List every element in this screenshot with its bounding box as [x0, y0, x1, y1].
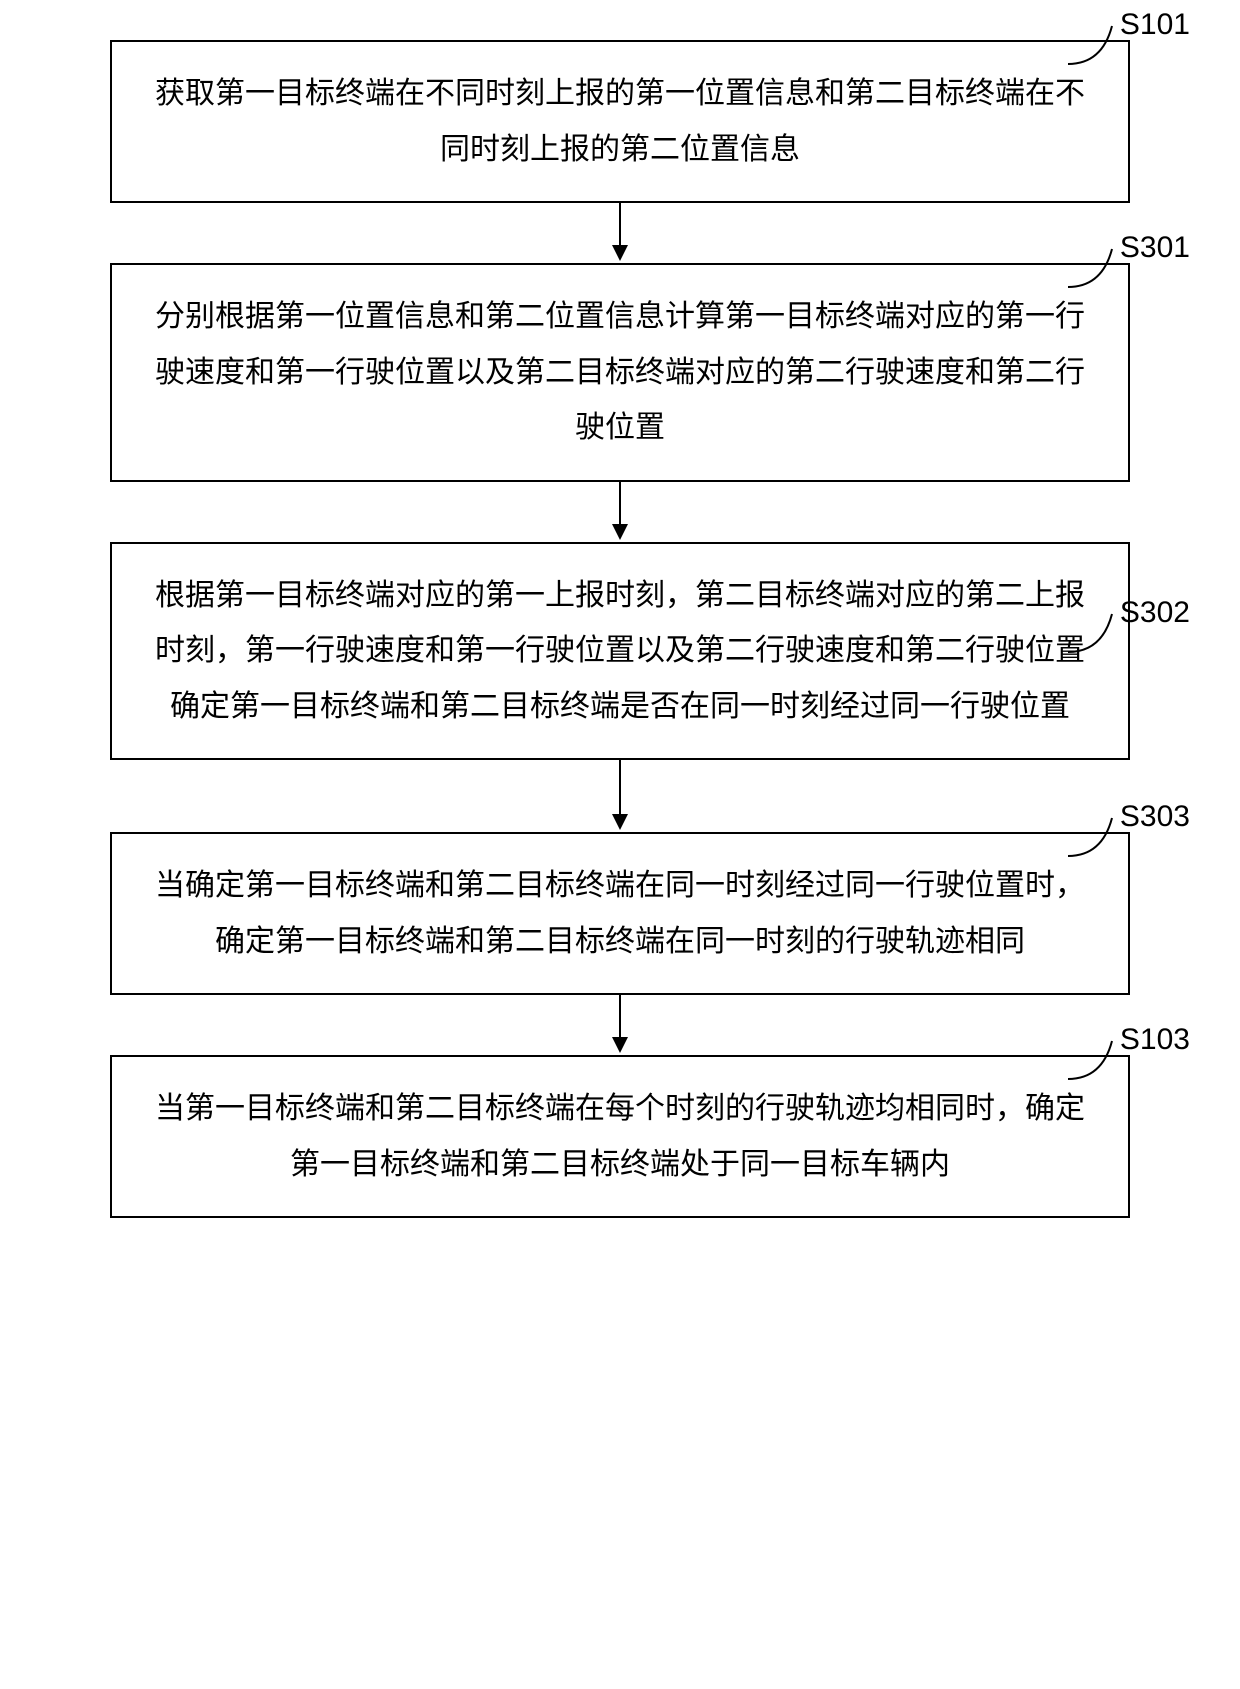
- flow-arrow: [608, 203, 632, 263]
- flow-arrow: [608, 760, 632, 832]
- step-wrapper: S302 根据第一目标终端对应的第一上报时刻，第二目标终端对应的第二上报时刻，第…: [60, 542, 1180, 761]
- flow-box-s302: 根据第一目标终端对应的第一上报时刻，第二目标终端对应的第二上报时刻，第一行驶速度…: [110, 542, 1130, 761]
- flow-arrow: [608, 995, 632, 1055]
- flow-box-s301: 分别根据第一位置信息和第二位置信息计算第一目标终端对应的第一行驶速度和第一行驶位…: [110, 263, 1130, 482]
- step-wrapper: S303 当确定第一目标终端和第二目标终端在同一时刻经过同一行驶位置时，确定第一…: [60, 832, 1180, 995]
- step-wrapper: S101 获取第一目标终端在不同时刻上报的第一位置信息和第二目标终端在不同时刻上…: [60, 40, 1180, 203]
- flowchart-container: S101 获取第一目标终端在不同时刻上报的第一位置信息和第二目标终端在不同时刻上…: [60, 40, 1180, 1218]
- step-label: S101: [1120, 8, 1190, 42]
- step-label: S303: [1120, 800, 1190, 834]
- step-label: S302: [1120, 596, 1190, 630]
- flow-box-s303: 当确定第一目标终端和第二目标终端在同一时刻经过同一行驶位置时，确定第一目标终端和…: [110, 832, 1130, 995]
- flow-box-s103: 当第一目标终端和第二目标终端在每个时刻的行驶轨迹均相同时，确定第一目标终端和第二…: [110, 1055, 1130, 1218]
- step-label: S103: [1120, 1023, 1190, 1057]
- flow-arrow: [608, 482, 632, 542]
- step-label: S301: [1120, 231, 1190, 265]
- step-wrapper: S103 当第一目标终端和第二目标终端在每个时刻的行驶轨迹均相同时，确定第一目标…: [60, 1055, 1180, 1218]
- step-wrapper: S301 分别根据第一位置信息和第二位置信息计算第一目标终端对应的第一行驶速度和…: [60, 263, 1180, 482]
- flow-box-s101: 获取第一目标终端在不同时刻上报的第一位置信息和第二目标终端在不同时刻上报的第二位…: [110, 40, 1130, 203]
